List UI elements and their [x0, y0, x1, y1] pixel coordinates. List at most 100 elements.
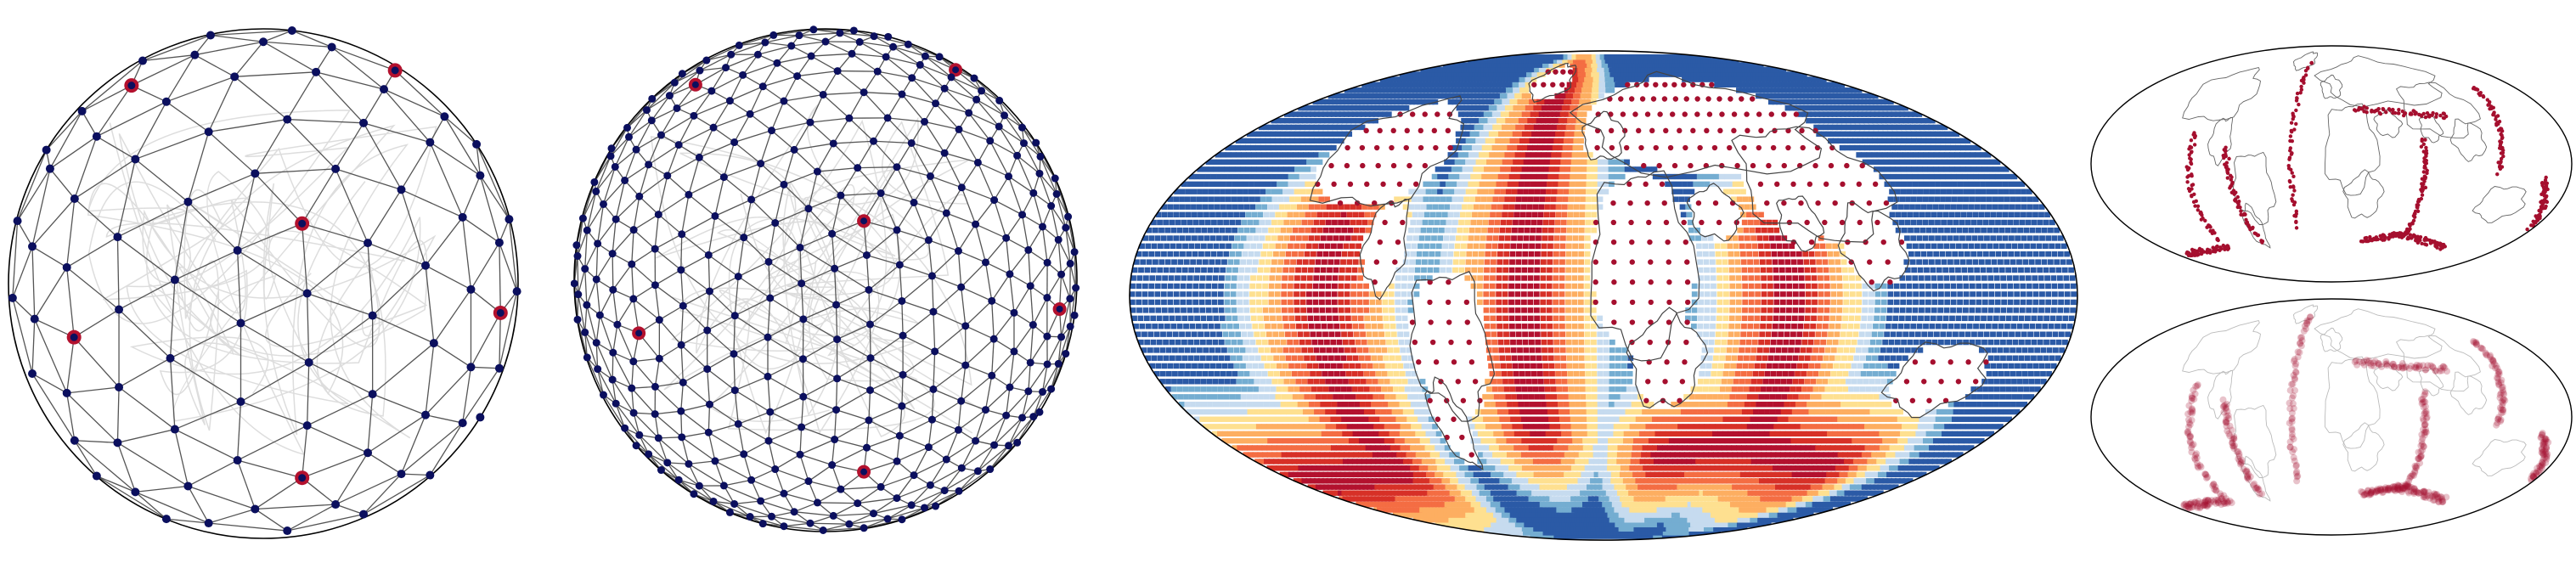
field-cell	[1430, 431, 1437, 437]
field-cell	[1389, 379, 1396, 385]
mesh-node	[1010, 347, 1018, 356]
mesh-node	[331, 164, 341, 173]
field-cell	[1883, 386, 1890, 392]
field-cell	[1525, 408, 1531, 415]
field-cell	[1543, 379, 1550, 385]
field-cell	[1224, 424, 1231, 430]
field-cell	[1178, 402, 1185, 408]
field-cell	[1858, 331, 1865, 337]
field-cell	[1260, 331, 1266, 337]
field-cell	[1667, 459, 1674, 464]
field-cell	[1587, 490, 1593, 496]
field-cell	[1954, 424, 1961, 430]
field-cell	[1969, 339, 1976, 346]
field-cell	[1806, 347, 1812, 353]
field-cell	[1705, 465, 1711, 471]
field-cell	[1716, 501, 1723, 508]
mesh-node	[421, 410, 431, 419]
field-cell	[2034, 347, 2041, 353]
field-cell	[1188, 379, 1195, 385]
field-cell	[1784, 490, 1791, 496]
field-cell	[1681, 431, 1688, 437]
field-cell	[1406, 452, 1412, 458]
field-cell	[1900, 452, 1906, 458]
field-cell	[1277, 324, 1283, 329]
field-cell	[1237, 355, 1243, 361]
field-cell	[1391, 408, 1398, 415]
field-cell	[1705, 370, 1711, 377]
field-cell	[1697, 501, 1704, 508]
field-cell	[1862, 438, 1869, 444]
field-cell	[1862, 347, 1868, 353]
field-cell	[1357, 370, 1364, 377]
field-cell	[1866, 452, 1873, 458]
mesh-node	[799, 315, 808, 324]
field-cell	[1658, 496, 1665, 502]
field-cell	[1575, 484, 1581, 490]
field-cell	[2052, 331, 2059, 337]
field-cell	[1932, 438, 1939, 444]
field-cell	[1603, 347, 1609, 353]
field-cell	[1552, 438, 1559, 444]
field-cell	[1542, 363, 1549, 369]
mesh-node	[8, 293, 17, 302]
field-cell	[1735, 484, 1742, 490]
field-cell	[1458, 459, 1465, 464]
field-cell	[1307, 379, 1314, 385]
field-cell	[1720, 501, 1727, 508]
field-cell	[1178, 347, 1185, 353]
mesh-node	[929, 307, 938, 316]
field-cell	[1902, 416, 1909, 422]
field-cell	[1909, 452, 1916, 458]
field-cell	[1175, 339, 1181, 346]
field-cell	[1453, 490, 1459, 496]
field-cell	[1401, 379, 1408, 385]
field-cell	[1871, 452, 1877, 458]
field-cell	[1562, 438, 1569, 444]
mesh-node	[476, 171, 485, 180]
field-cell	[1795, 490, 1802, 496]
field-cell	[1806, 507, 1812, 513]
field-cell	[1711, 416, 1718, 422]
field-cell	[1683, 424, 1689, 430]
field-cell	[1310, 370, 1316, 377]
mesh-node	[931, 347, 939, 356]
field-cell	[1821, 431, 1828, 437]
field-cell	[1165, 370, 1172, 377]
field-cell	[1672, 484, 1679, 490]
mesh-node	[910, 199, 918, 207]
field-cell	[1478, 452, 1484, 458]
field-cell	[1267, 438, 1274, 444]
mesh-node	[359, 118, 369, 127]
field-cell	[1826, 471, 1832, 478]
field-cell	[2005, 386, 2012, 392]
field-cell	[1802, 331, 1809, 337]
field-cell	[1216, 331, 1223, 337]
field-cell	[1151, 355, 1158, 361]
field-cell	[1816, 478, 1823, 484]
field-cell	[1869, 424, 1876, 430]
field-cell	[1446, 465, 1452, 471]
field-cell	[1654, 501, 1660, 508]
field-cell	[1866, 324, 1873, 329]
field-cell	[1697, 471, 1703, 478]
field-cell	[1904, 452, 1911, 458]
field-cell	[1232, 438, 1238, 444]
mesh-node	[45, 164, 54, 173]
field-cell	[1681, 484, 1687, 490]
field-cell	[1805, 501, 1812, 508]
field-cell	[1412, 394, 1419, 400]
field-cell	[1229, 424, 1236, 430]
field-cell	[1362, 452, 1369, 458]
field-cell	[1807, 484, 1812, 490]
field-cell	[1433, 478, 1440, 484]
field-cell	[1206, 394, 1213, 400]
field-cell	[1885, 424, 1891, 430]
mesh-node	[957, 283, 966, 291]
field-cell	[1869, 416, 1876, 422]
field-cell	[2037, 355, 2043, 361]
field-cell	[1199, 355, 1206, 361]
field-cell	[1708, 408, 1715, 415]
field-cell	[1656, 507, 1663, 513]
field-cell	[1346, 424, 1353, 430]
